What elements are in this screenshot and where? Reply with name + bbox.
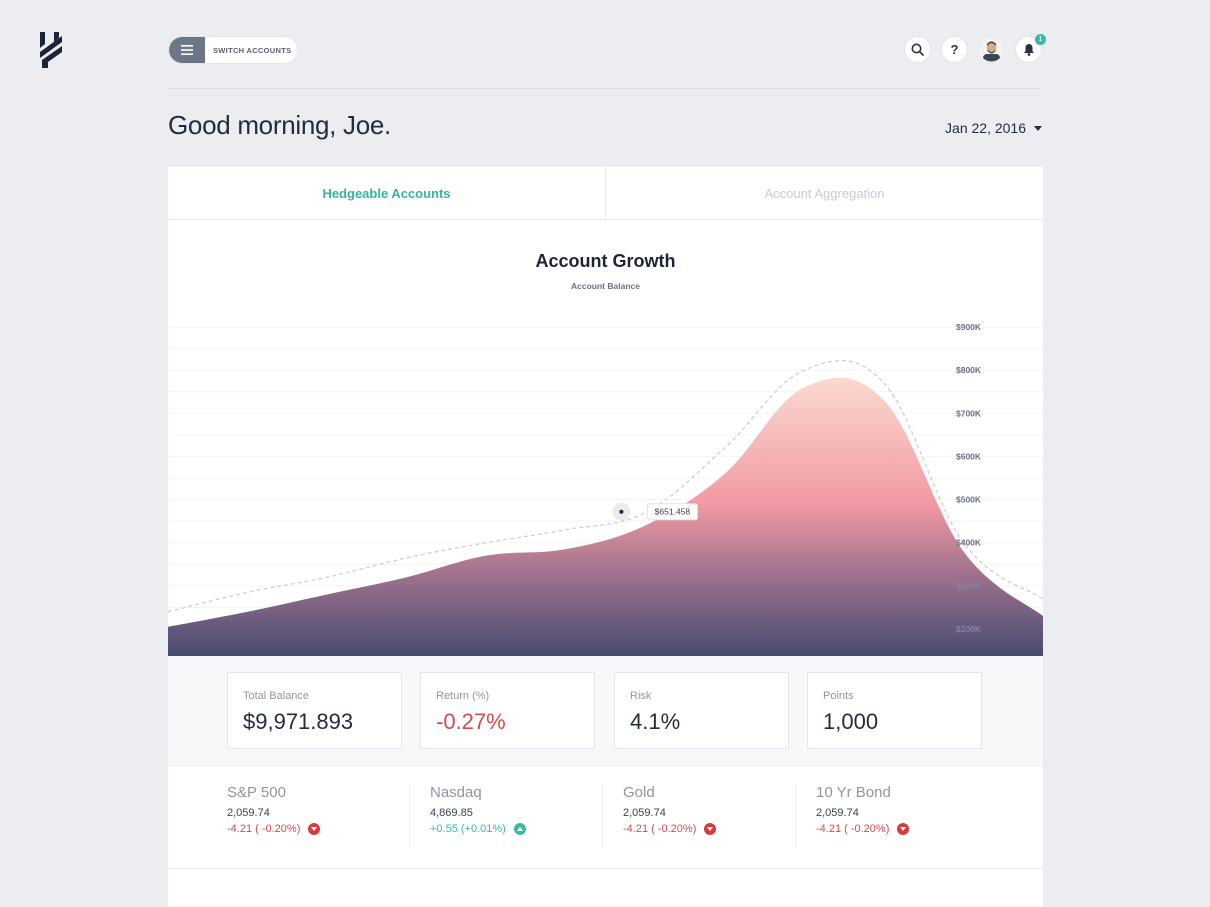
market-price: 4,869.85 (430, 807, 473, 819)
y-tick-label: $300K (956, 581, 982, 591)
market-change: -4.21 ( -0.20%) (623, 823, 717, 835)
market-name: S&P 500 (227, 784, 286, 801)
stats-band: Total Balance $9,971.893 Return (%) -0.2… (168, 656, 1043, 766)
y-tick-label: $900K (956, 322, 982, 332)
divider (409, 784, 410, 848)
data-point[interactable] (619, 509, 624, 514)
market-change: -4.21 ( -0.20%) (816, 823, 910, 835)
return-card: Return (%) -0.27% (420, 672, 595, 749)
points-value: 1,000 (823, 709, 879, 734)
y-tick-label: $400K (956, 538, 982, 548)
help-icon: ? (950, 42, 959, 57)
divider (795, 784, 796, 848)
market-name: Nasdaq (430, 784, 482, 801)
page-title: Good morning, Joe. (168, 110, 391, 140)
arrow-up-icon (513, 823, 526, 835)
market-price: 2,059.74 (816, 807, 859, 819)
market-name: 10 Yr Bond (816, 784, 891, 801)
search-button[interactable] (904, 36, 931, 63)
switch-accounts-button[interactable]: SWITCH ACCOUNTS (168, 36, 298, 64)
tooltip-box (646, 503, 698, 521)
return-value: -0.27% (436, 709, 506, 734)
chart-title: Account Growth (535, 251, 676, 271)
y-tick-label: $700K (956, 408, 982, 418)
market-name: Gold (623, 784, 655, 801)
bell-icon (1023, 44, 1034, 56)
account-growth-chart: $900K $800K $700K $600K $500K $400K $300K $200K… (168, 322, 1043, 657)
account-tabs: Hedgeable Accounts Account Aggregation (168, 167, 1043, 220)
risk-card: Risk 4.1% (614, 672, 789, 749)
market-price: 2,059.74 (623, 807, 666, 819)
market-price: 2,059.74 (227, 807, 270, 819)
market-sp500[interactable]: S&P 500 2,059.74 -4.21 ( -0.20%) (227, 784, 321, 854)
header-divider (168, 88, 1042, 89)
total-balance-value: $9,971.893 (243, 709, 354, 734)
market-change-text: +0.55 (+0.01%) (430, 823, 506, 835)
market-change: +0.55 (+0.01%) (430, 823, 526, 835)
balance-area (168, 377, 1043, 657)
market-gold[interactable]: Gold 2,059.74 -4.21 ( -0.20%) (623, 784, 717, 854)
points-card: Points 1,000 (807, 672, 982, 749)
arrow-down-icon (897, 823, 910, 835)
stat-label: Return (%) (436, 690, 490, 702)
y-tick-label: $600K (956, 451, 982, 461)
projection-line (168, 359, 1043, 613)
stat-label: Points (823, 690, 854, 702)
avatar[interactable] (978, 36, 1005, 63)
divider (602, 784, 603, 848)
chart-subtitle: Account Balance (571, 281, 640, 291)
arrow-down-icon (704, 823, 717, 835)
stat-label: Risk (630, 690, 652, 702)
tab-account-aggregation[interactable]: Account Aggregation (605, 167, 1043, 219)
search-icon (911, 43, 924, 56)
risk-value: 4.1% (630, 709, 681, 734)
tooltip-value: $651.458 (655, 507, 691, 517)
market-change-text: -4.21 ( -0.20%) (227, 823, 301, 835)
notifications-button[interactable]: 1 (1015, 33, 1047, 63)
tab-hedgeable-accounts[interactable]: Hedgeable Accounts (322, 185, 451, 201)
switch-accounts-label: SWITCH ACCOUNTS (213, 45, 292, 55)
market-change-text: -4.21 ( -0.20%) (816, 823, 890, 835)
stat-label: Total Balance (243, 690, 310, 702)
y-tick-label: $800K (956, 365, 982, 375)
notification-badge: 1 (1034, 33, 1047, 46)
caret-down-icon (1034, 125, 1042, 131)
market-nasdaq[interactable]: Nasdaq 4,869.85 +0.55 (+0.01%) (430, 784, 526, 854)
help-button[interactable]: ? (941, 36, 968, 63)
top-toolbar: ? 1 (904, 33, 1047, 63)
total-balance-card: Total Balance $9,971.893 (227, 672, 402, 749)
date-selector[interactable]: Jan 22, 2016 (945, 120, 1042, 136)
date-value: Jan 22, 2016 (945, 120, 1026, 136)
divider (168, 868, 1043, 869)
main-card: Hedgeable Accounts Account Aggregation A… (168, 167, 1043, 907)
brand-logo[interactable] (36, 30, 66, 70)
hamburger-menu-icon (169, 37, 205, 63)
y-tick-label: $200K (956, 624, 982, 634)
market-change-text: -4.21 ( -0.20%) (623, 823, 697, 835)
y-tick-label: $500K (956, 495, 982, 505)
user-avatar-icon (979, 37, 1004, 62)
market-change: -4.21 ( -0.20%) (227, 823, 321, 835)
market-10yr-bond[interactable]: 10 Yr Bond 2,059.74 -4.21 ( -0.20%) (816, 784, 910, 854)
arrow-down-icon (308, 823, 321, 835)
